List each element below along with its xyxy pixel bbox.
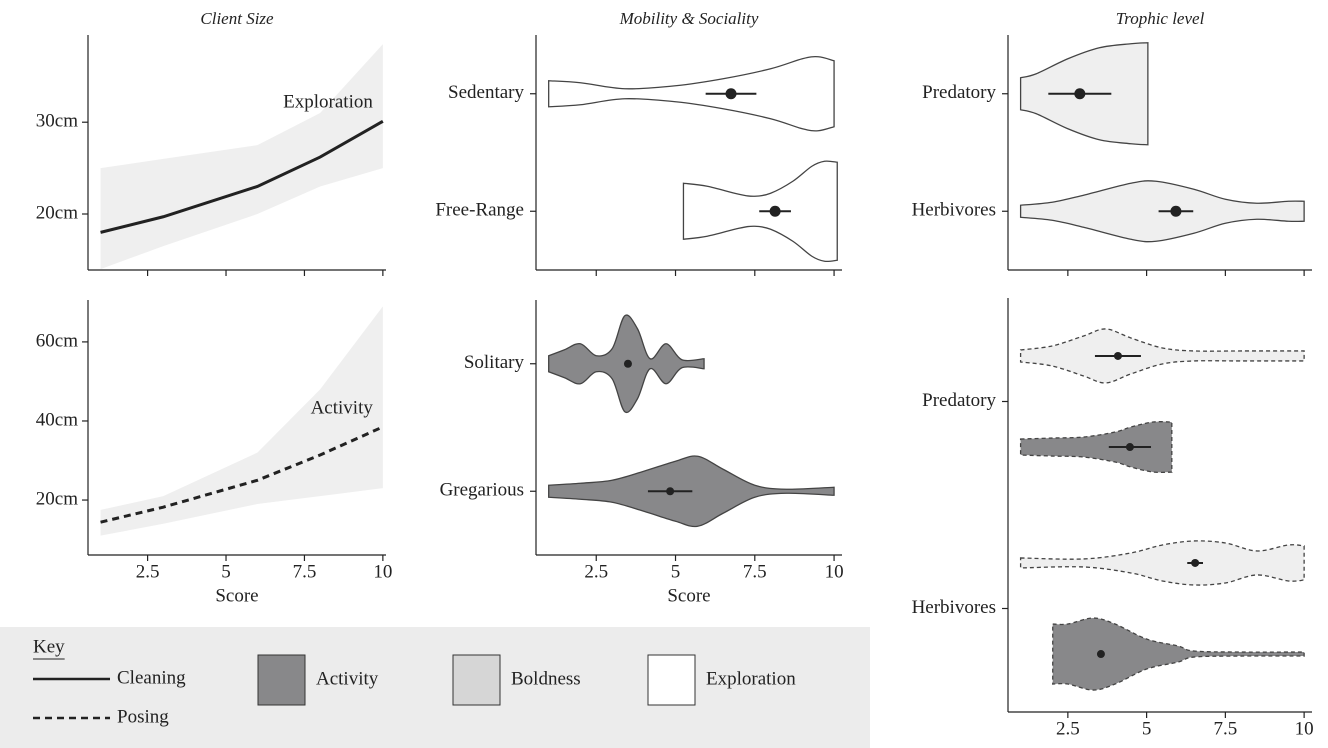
key-background bbox=[0, 627, 870, 748]
mean-point bbox=[1191, 558, 1200, 567]
key-label: Posing bbox=[117, 706, 169, 727]
mean-point bbox=[623, 359, 632, 368]
trend-line bbox=[100, 425, 384, 524]
category-label: Gregarious bbox=[440, 480, 524, 501]
mean-point bbox=[1113, 351, 1122, 360]
panel-title: Mobility & Sociality bbox=[619, 9, 759, 28]
mean-point bbox=[1096, 650, 1105, 659]
category-label: Herbivores bbox=[912, 597, 996, 618]
y-tick-label: 60cm bbox=[36, 330, 78, 351]
confidence-band bbox=[100, 44, 383, 270]
x-tick-label: 2.5 bbox=[136, 561, 160, 582]
mean-point bbox=[1074, 88, 1086, 100]
key-swatch bbox=[257, 654, 306, 706]
x-tick-label: 7.5 bbox=[1213, 718, 1237, 739]
key-swatch bbox=[647, 654, 696, 706]
key-label: Boldness bbox=[511, 668, 581, 689]
x-tick-label: 5 bbox=[221, 561, 231, 582]
x-axis-label: Score bbox=[667, 585, 710, 606]
category-label: Sedentary bbox=[448, 82, 524, 103]
violin bbox=[1019, 540, 1305, 586]
category-label: Predatory bbox=[922, 390, 996, 411]
x-tick-label: 10 bbox=[825, 561, 844, 582]
key-label: Activity bbox=[316, 668, 379, 689]
violin bbox=[1019, 421, 1173, 474]
mean-point bbox=[1170, 205, 1182, 217]
category-label: Herbivores bbox=[912, 200, 996, 221]
y-tick-label: 30cm bbox=[36, 111, 78, 132]
trend-line bbox=[100, 119, 384, 234]
mean-point bbox=[769, 205, 781, 217]
y-tick-label: 20cm bbox=[36, 202, 78, 223]
y-tick-label: 40cm bbox=[36, 409, 78, 430]
violin bbox=[1052, 617, 1305, 691]
x-tick-label: 7.5 bbox=[743, 561, 767, 582]
violin bbox=[548, 55, 835, 132]
category-label: Solitary bbox=[464, 352, 525, 373]
mean-point bbox=[1125, 443, 1134, 452]
x-axis-label: Score bbox=[215, 585, 258, 606]
y-tick-label: 20cm bbox=[36, 488, 78, 509]
series-label: Exploration bbox=[283, 92, 373, 113]
confidence-band bbox=[100, 306, 383, 536]
key-title: Key bbox=[33, 636, 65, 657]
key-swatch bbox=[452, 654, 501, 706]
panel-title: Trophic level bbox=[1116, 9, 1205, 28]
key-label: Exploration bbox=[706, 668, 796, 689]
panel-title: Client Size bbox=[200, 9, 274, 28]
mean-point bbox=[725, 88, 737, 100]
series-label: Activity bbox=[311, 397, 374, 418]
x-tick-label: 5 bbox=[1142, 718, 1152, 739]
x-tick-label: 5 bbox=[671, 561, 681, 582]
x-tick-label: 10 bbox=[373, 561, 392, 582]
x-tick-label: 2.5 bbox=[584, 561, 608, 582]
x-tick-label: 7.5 bbox=[293, 561, 317, 582]
key-label: Cleaning bbox=[117, 667, 186, 688]
x-tick-label: 2.5 bbox=[1056, 718, 1080, 739]
category-label: Free-Range bbox=[435, 200, 524, 221]
category-label: Predatory bbox=[922, 82, 996, 103]
mean-point bbox=[666, 487, 675, 496]
violin bbox=[1019, 328, 1305, 384]
x-tick-label: 10 bbox=[1295, 718, 1314, 739]
